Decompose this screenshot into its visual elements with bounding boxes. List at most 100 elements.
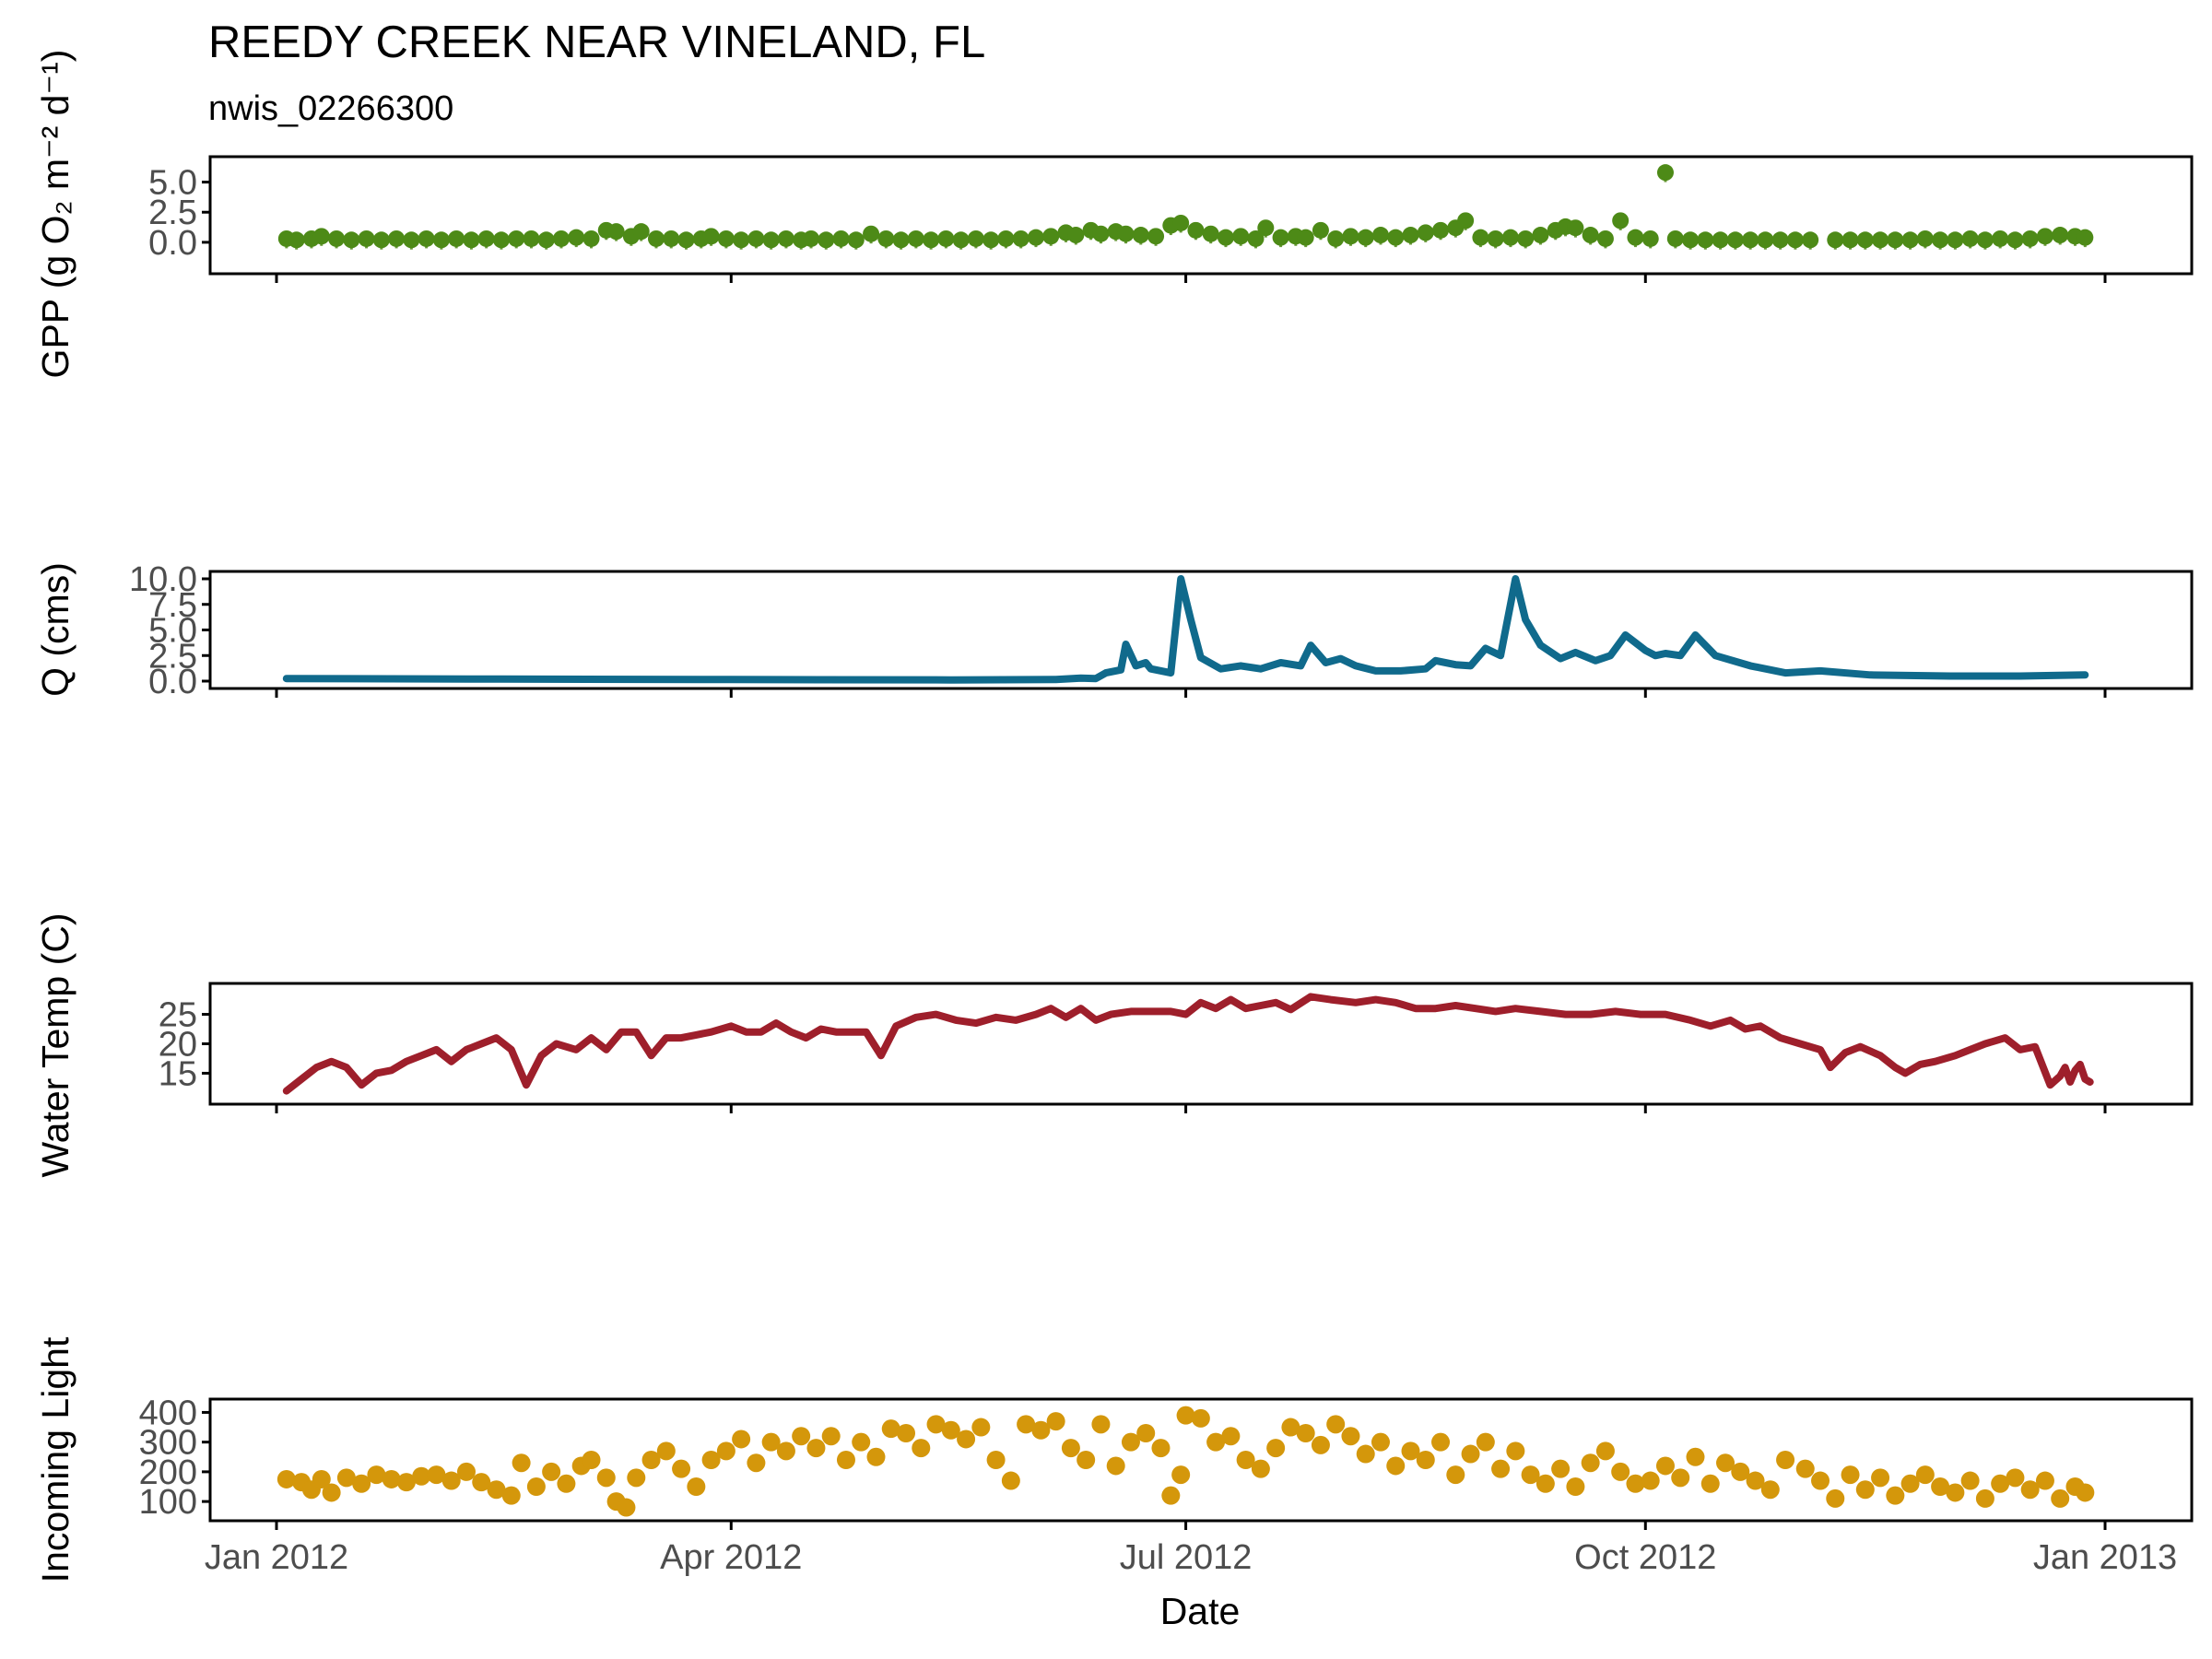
data-point-gpp [1247,229,1265,247]
data-point-light [912,1439,931,1458]
data-point-light [542,1462,561,1481]
data-point-light [1506,1441,1525,1461]
data-point-gpp [1932,231,1949,249]
data-point-gpp [523,229,540,247]
x-tick-label: Jan 2012 [205,1538,348,1577]
data-point-gpp [717,229,735,247]
data-point-light [852,1432,871,1452]
data-point-light [596,1468,616,1488]
data-point-gpp [1402,227,1419,244]
data-point-gpp [1342,228,1359,245]
data-point-light [866,1447,886,1466]
data-point-gpp [733,231,750,249]
data-point-gpp [432,231,450,249]
data-point-gpp [647,229,665,247]
y-axis-title: Incoming Light [34,1336,76,1583]
y-tick-label: 300 [139,1424,197,1463]
y-tick-label: 0.0 [148,663,197,701]
data-point-light [1760,1480,1780,1500]
data-point-light [322,1483,341,1502]
y-tick-label: 100 [139,1483,197,1522]
data-point-gpp [1757,231,1774,249]
data-point-light [1171,1465,1191,1485]
data-point-gpp [818,231,835,249]
data-point-gpp [1042,228,1060,245]
data-point-light [1251,1459,1270,1478]
data-point-gpp [803,229,820,247]
data-point-gpp [847,231,865,249]
data-point-gpp [1726,231,1744,249]
chart-subtitle: nwis_02266300 [208,89,453,128]
data-point-light [1431,1432,1451,1452]
data-point-light [957,1430,976,1449]
data-point-light [1121,1432,1140,1452]
data-point-light [1017,1415,1036,1434]
data-point-light [427,1465,446,1485]
data-point-light [732,1430,751,1449]
data-point-light [776,1441,795,1461]
data-point-gpp [1786,231,1804,249]
data-point-gpp [328,229,346,247]
data-point-light [1776,1451,1795,1469]
data-point-light [672,1459,691,1478]
data-point-light [1491,1459,1511,1478]
data-point-gpp [1232,228,1250,245]
data-point-light [1236,1451,1255,1469]
data-point-gpp [1697,231,1714,249]
data-point-light [1077,1451,1096,1469]
data-point-gpp [1487,229,1504,247]
data-point-light [747,1453,766,1473]
data-point-light [1151,1439,1171,1458]
data-point-gpp [1371,227,1389,244]
data-point-gpp [1666,229,1684,247]
data-point-gpp [1916,229,1934,247]
y-tick-label: 20 [159,1026,197,1065]
data-point-gpp [448,229,465,247]
data-point-light [1535,1474,1555,1493]
data-point-gpp [1117,225,1135,242]
data-point-light [412,1466,431,1486]
data-point-light [1686,1447,1705,1466]
x-axis-title: Date [1160,1590,1241,1632]
data-point-gpp [1596,229,1614,247]
data-point-gpp [477,229,495,247]
data-point-light [1476,1432,1495,1452]
data-point-light [1611,1462,1630,1481]
data-point-light [336,1468,356,1488]
data-point-light [1855,1480,1875,1500]
data-point-gpp [568,229,585,246]
data-point-light [971,1418,991,1437]
data-point-gpp [492,231,510,249]
data-point-gpp [1872,231,1889,249]
data-point-gpp [1992,229,2009,247]
data-point-light [1521,1465,1540,1485]
data-point-gpp [1582,227,1599,244]
data-point-light [382,1469,401,1488]
data-point-gpp [1432,221,1450,239]
data-point-light [1795,1459,1815,1478]
data-point-light [1716,1453,1735,1473]
data-point-gpp [762,231,780,249]
data-point-light [1581,1453,1600,1473]
data-point-gpp [1472,229,1489,246]
data-point-gpp [702,228,720,245]
data-point-gpp [403,231,420,249]
data-point-gpp [1327,229,1345,247]
data-point-gpp [1627,229,1644,246]
data-point-gpp [1217,229,1234,246]
data-point-light [441,1471,461,1490]
data-point-light [1136,1424,1156,1442]
data-point-gpp [1012,229,1030,247]
data-point-light [836,1451,855,1469]
x-tick-label: Apr 2012 [660,1538,802,1577]
x-tick-label: Jan 2013 [2033,1538,2177,1577]
data-point-light [1106,1456,1125,1476]
y-axis-title: Water Temp (C) [34,912,76,1177]
data-point-gpp [1297,229,1314,246]
data-point-light [1566,1477,1585,1496]
data-point-light [1371,1432,1390,1452]
data-point-gpp [372,231,390,249]
data-point-light [1731,1462,1750,1481]
